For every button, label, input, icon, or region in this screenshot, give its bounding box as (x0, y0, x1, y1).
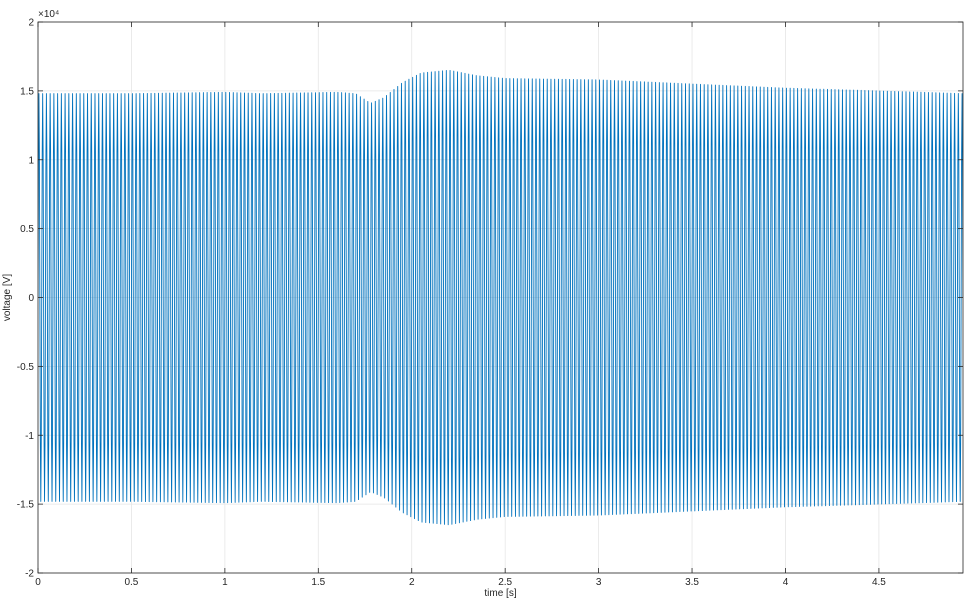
y-axis-label: voltage [V] (2, 274, 13, 321)
y-tick-label: -2 (25, 569, 34, 580)
x-tick-label: 2.5 (498, 577, 512, 588)
y-tick-label: -0.5 (17, 362, 35, 373)
y-tick-label: 0.5 (20, 224, 34, 235)
y-tick-label: 2 (28, 18, 34, 29)
x-tick-label: 0.5 (124, 577, 138, 588)
y-tick-label: -1.5 (17, 500, 35, 511)
x-tick-label: 4.5 (872, 577, 886, 588)
x-tick-label: 3 (596, 577, 602, 588)
y-exponent-label: ×10⁴ (38, 9, 59, 20)
y-tick-label: 1 (28, 155, 34, 166)
x-tick-label: 4 (783, 577, 789, 588)
series-voltage-line (38, 69, 963, 526)
x-axis-label: time [s] (484, 588, 516, 599)
x-tick-label: 1 (222, 577, 228, 588)
y-tick-label: 1.5 (20, 86, 34, 97)
y-tick-label: 0 (28, 293, 34, 304)
y-axis: -2 -1.5 -1 -0.5 0 0.5 1 1.5 2 (17, 18, 963, 580)
x-tick-label: 1.5 (311, 577, 325, 588)
y-tick-label: -1 (25, 431, 34, 442)
x-axis: 0 0.5 1 1.5 2 2.5 3 3.5 4 4.5 (35, 22, 886, 588)
x-tick-label: 3.5 (685, 577, 699, 588)
x-tick-label: 2 (409, 577, 415, 588)
x-tick-label: 0 (35, 577, 41, 588)
